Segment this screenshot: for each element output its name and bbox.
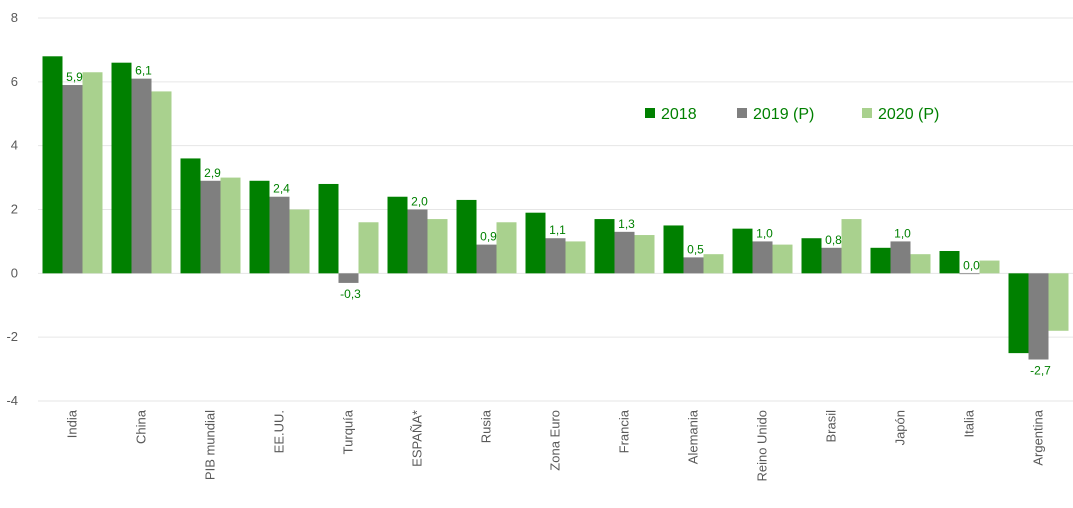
y-tick-label: 2	[11, 202, 18, 217]
data-label: 0,9	[480, 230, 497, 244]
category-label: India	[65, 409, 80, 438]
bar-2019-p-	[752, 241, 773, 274]
category-label: PIB mundial	[203, 410, 218, 480]
data-label: 2,9	[204, 166, 221, 180]
legend-label: 2018	[661, 106, 697, 123]
bar-2018	[111, 62, 132, 274]
data-label: 1,0	[756, 226, 773, 240]
data-labels: 5,9 6,1 2,9 2,4 -0,3 2,0 0,9 1,1 1,3 0,5 1,0 0,8 1,0…	[66, 64, 1051, 378]
category-label: China	[134, 409, 149, 444]
bar-2020-p-	[220, 177, 241, 274]
bar-2018	[456, 199, 477, 274]
bar-2018	[42, 56, 63, 274]
data-label: 0,8	[825, 233, 842, 247]
bar-2020-p-	[565, 241, 586, 274]
data-label: 2,0	[411, 195, 428, 209]
bar-2020-p-	[496, 222, 517, 274]
data-label: 0,0	[963, 258, 980, 272]
category-label: Rusia	[479, 409, 494, 443]
category-label: Turquía	[341, 409, 356, 454]
category-label: Francia	[617, 409, 632, 453]
category-label: Zona Euro	[548, 410, 563, 471]
bar-2020-p-	[1048, 273, 1069, 331]
bar-2020-p-	[358, 222, 379, 274]
bar-2018	[249, 180, 270, 274]
bars	[42, 56, 1069, 360]
legend-label: 2019 (P)	[753, 106, 814, 123]
bar-2020-p-	[82, 72, 103, 274]
bar-2018	[594, 219, 615, 274]
bar-2019-p-	[545, 238, 566, 274]
category-label: ESPAÑA*	[410, 410, 425, 467]
bar-2018	[801, 238, 822, 274]
legend-swatch	[862, 108, 872, 118]
bar-2020-p-	[910, 254, 931, 274]
bar-2019-p-	[269, 196, 290, 274]
y-axis-tick-labels: -4 -2 0 2 4 6 8	[6, 10, 18, 408]
bar-2019-p-	[959, 273, 980, 275]
bar-2020-p-	[841, 219, 862, 274]
data-label: 5,9	[66, 70, 83, 84]
bar-2018	[1008, 273, 1029, 354]
category-label: Argentina	[1031, 409, 1046, 465]
bar-2020-p-	[151, 91, 172, 274]
bar-2019-p-	[407, 209, 428, 274]
data-label: 1,3	[618, 217, 635, 231]
bar-2020-p-	[772, 244, 793, 274]
bar-2018	[870, 247, 891, 274]
category-label: EE.UU.	[272, 410, 287, 453]
bar-2018	[732, 228, 753, 274]
bar-2020-p-	[289, 209, 310, 274]
data-label: 6,1	[135, 64, 152, 78]
bar-2019-p-	[890, 241, 911, 274]
category-label: Italia	[962, 409, 977, 437]
y-tick-label: 6	[11, 74, 18, 89]
bar-2018	[525, 212, 546, 274]
bar-2019-p-	[683, 257, 704, 274]
bar-2020-p-	[634, 235, 655, 274]
bar-2019-p-	[62, 85, 83, 274]
data-label: -2,7	[1030, 364, 1051, 378]
legend: 2018 2019 (P) 2020 (P)	[645, 106, 939, 123]
bar-2020-p-	[427, 219, 448, 274]
data-label: -0,3	[340, 287, 361, 301]
bar-2019-p-	[821, 247, 842, 274]
bar-2019-p-	[614, 231, 635, 274]
y-tick-label: -2	[6, 329, 18, 344]
data-label: 1,0	[894, 226, 911, 240]
bar-2018	[387, 196, 408, 274]
bar-2019-p-	[476, 244, 497, 274]
y-tick-label: 0	[11, 265, 18, 280]
bar-2019-p-	[131, 78, 152, 274]
legend-swatch	[645, 108, 655, 118]
bar-2019-p-	[200, 180, 221, 274]
legend-label: 2020 (P)	[878, 106, 939, 123]
data-label: 0,5	[687, 242, 704, 256]
category-label: Brasil	[824, 410, 839, 443]
bar-2018	[663, 225, 684, 274]
x-axis-category-labels: India China PIB mundial EE.UU. Turquía ESPAÑA…	[65, 409, 1046, 481]
legend-swatch	[737, 108, 747, 118]
y-tick-label: 4	[11, 138, 18, 153]
category-label: Japón	[893, 410, 908, 445]
bar-2018	[318, 183, 339, 274]
data-label: 1,1	[549, 223, 566, 237]
y-tick-label: 8	[11, 10, 18, 25]
data-label: 2,4	[273, 182, 290, 196]
category-label: Reino Unido	[755, 410, 770, 482]
bar-2019-p-	[1028, 273, 1049, 360]
category-label: Alemania	[686, 409, 701, 464]
bar-2019-p-	[338, 273, 359, 283]
y-tick-label: -4	[6, 393, 18, 408]
bar-2020-p-	[979, 260, 1000, 274]
bar-2020-p-	[703, 254, 724, 274]
bar-2018	[939, 250, 960, 274]
bar-2018	[180, 158, 201, 274]
